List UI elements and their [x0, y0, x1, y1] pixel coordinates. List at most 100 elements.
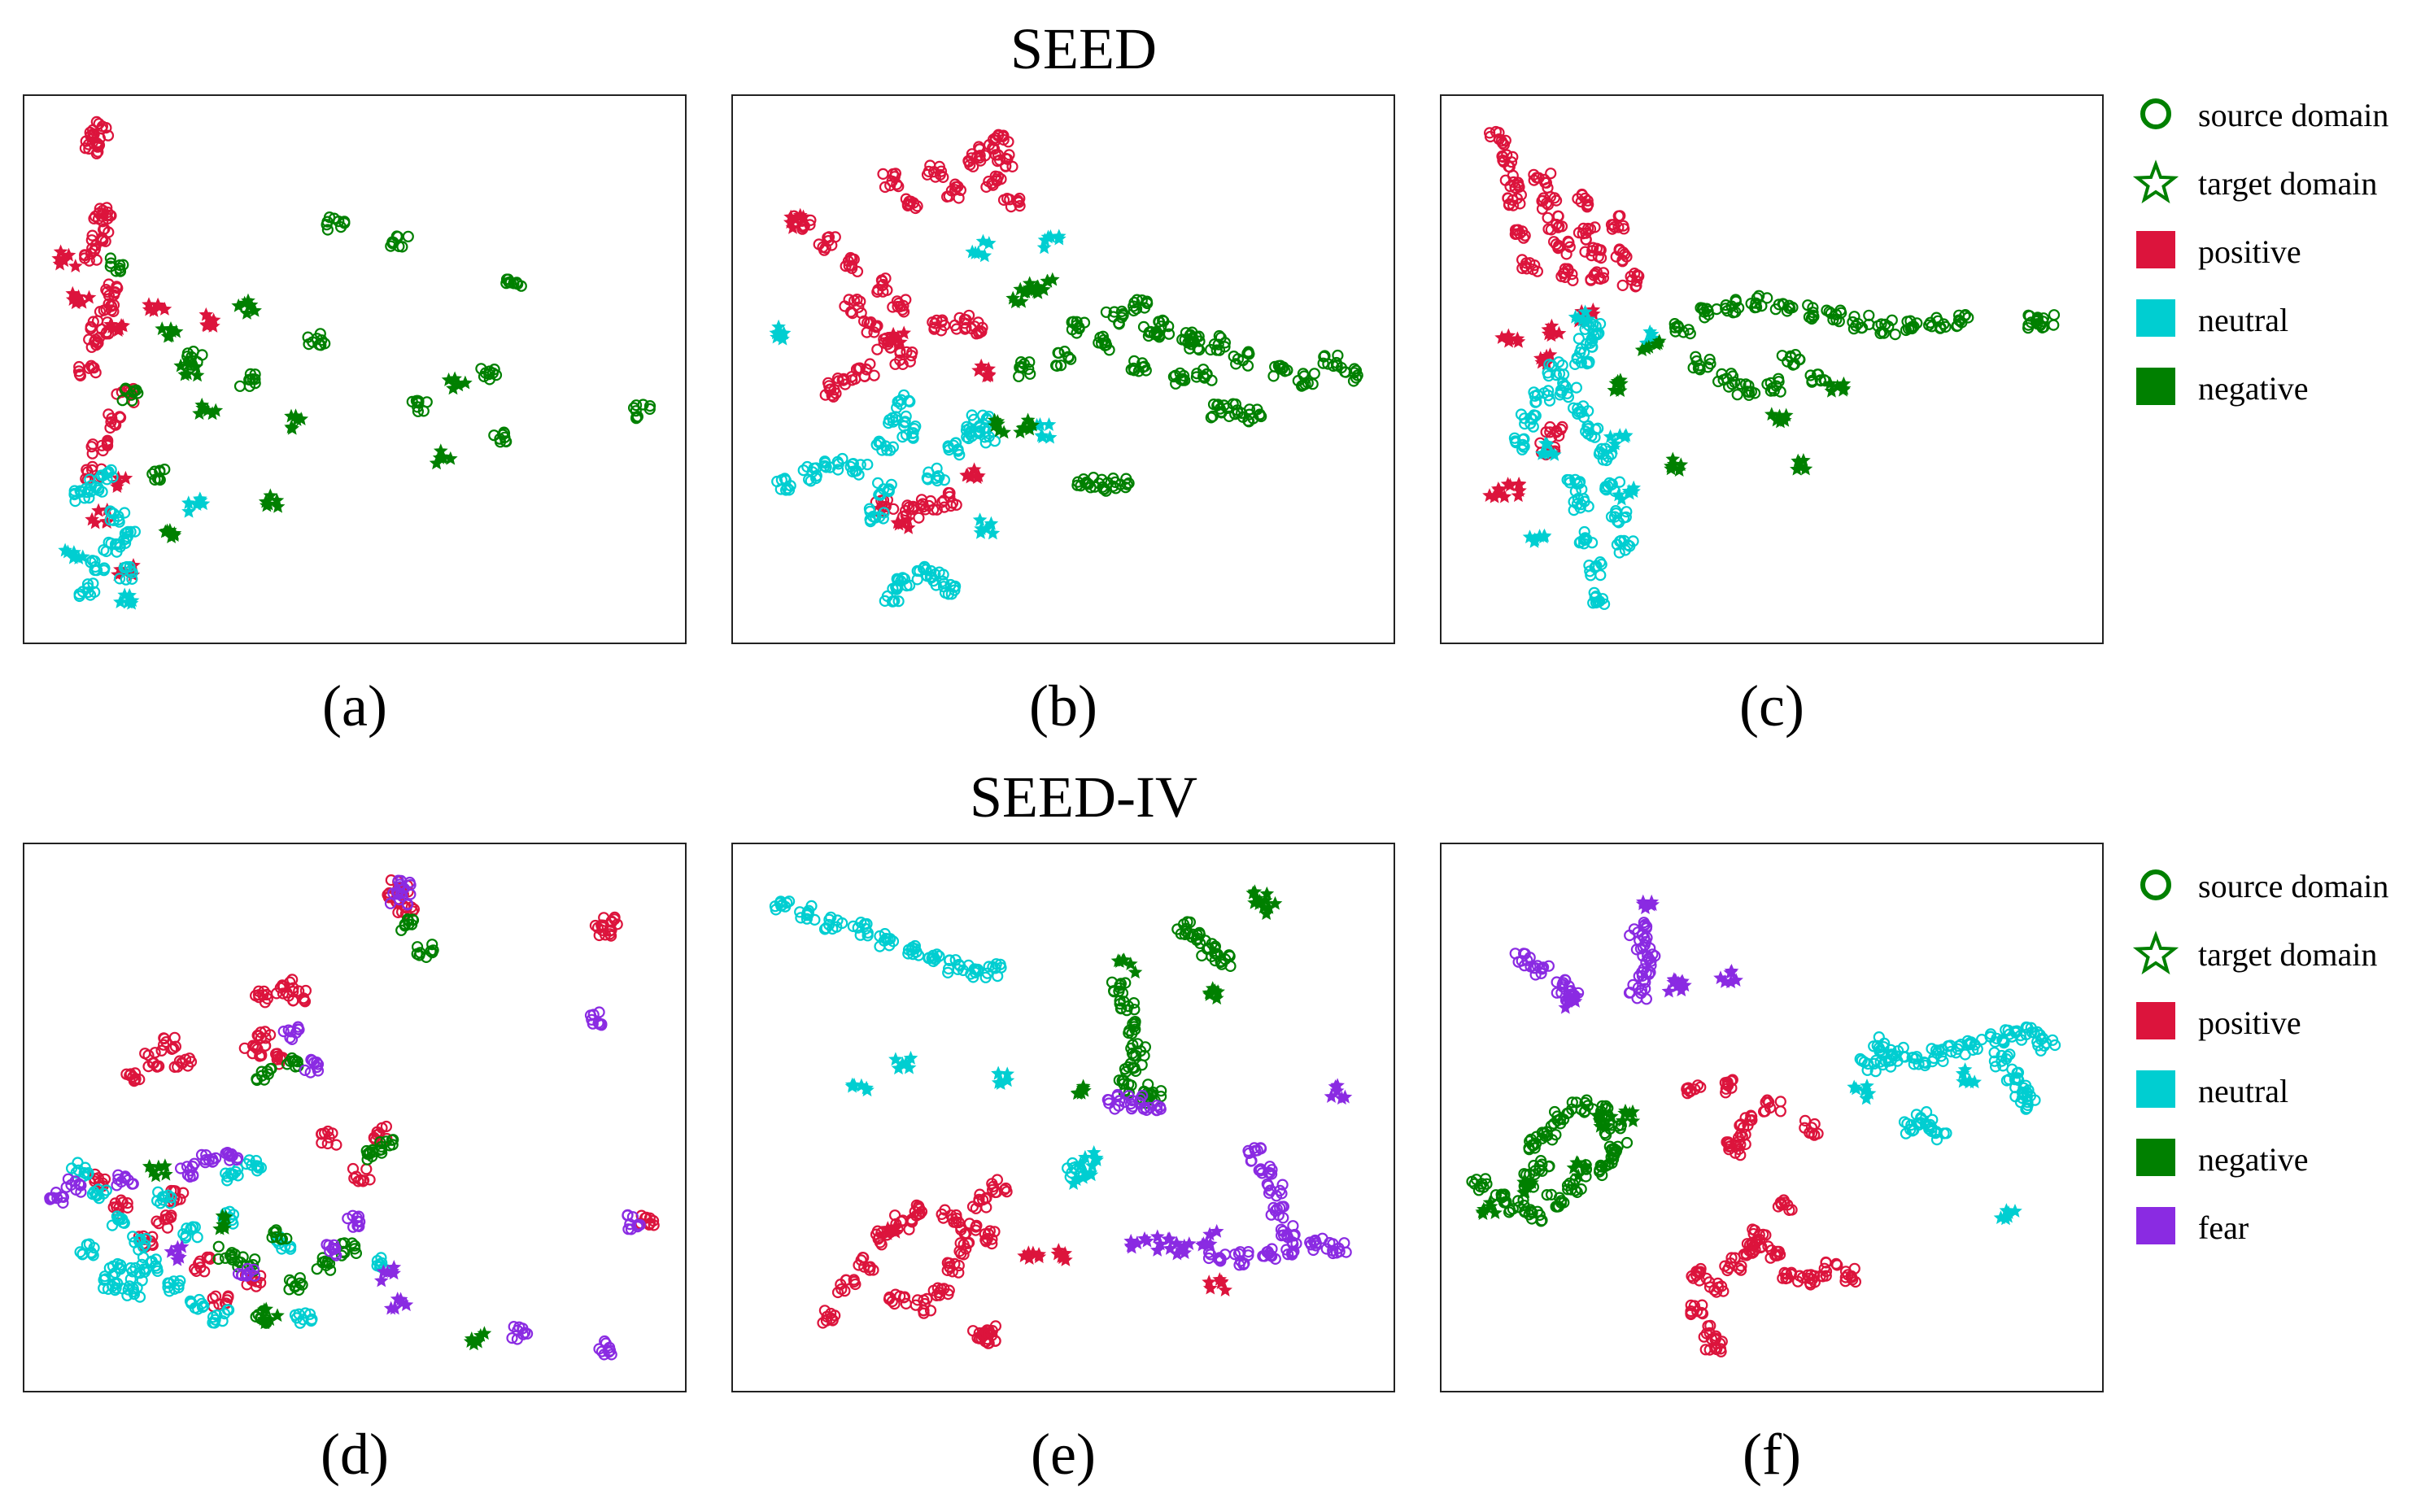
- point-negative-source: [1761, 373, 1786, 398]
- panel-label-d: (d): [321, 1422, 389, 1487]
- square-marker-icon: [2136, 231, 2175, 268]
- point-fear-source: [321, 1239, 342, 1261]
- point-fear-source: [1261, 1178, 1289, 1202]
- point-positive-source: [1681, 1079, 1707, 1100]
- point-negative-source: [1821, 304, 1847, 328]
- point-fear-source: [342, 1209, 366, 1233]
- point-negative-target: [1202, 981, 1225, 1005]
- point-negative-source: [335, 1237, 362, 1261]
- point-negative-source: [1125, 355, 1152, 377]
- legend-label: target domain: [2198, 165, 2378, 202]
- point-positive-source: [839, 294, 867, 320]
- point-neutral-source: [797, 460, 822, 487]
- point-negative-source: [1125, 1038, 1151, 1062]
- point-positive-source: [150, 1209, 177, 1234]
- point-positive-source: [953, 1216, 983, 1240]
- point-neutral-source: [1573, 330, 1600, 355]
- point-negative-source: [627, 399, 656, 425]
- point-fear-source: [232, 1262, 261, 1282]
- point-neutral-target: [1522, 528, 1552, 548]
- point-positive-source: [1536, 190, 1563, 215]
- point-neutral-source: [1528, 385, 1556, 408]
- point-positive-source: [853, 1252, 879, 1276]
- point-positive-source: [1730, 1128, 1751, 1152]
- point-negative-source: [1335, 362, 1363, 387]
- point-negative-source: [500, 273, 527, 292]
- point-negative-target: [1664, 451, 1689, 477]
- point-negative-source: [1804, 368, 1831, 388]
- point-positive-source: [997, 192, 1026, 213]
- point-negative-source: [251, 1062, 277, 1087]
- legend-item-positive: positive: [2133, 999, 2434, 1048]
- point-negative-source: [1872, 314, 1901, 341]
- point-positive-target: [890, 512, 916, 534]
- point-positive-source: [1496, 149, 1519, 173]
- point-negative-source: [1712, 368, 1741, 393]
- point-positive-source: [120, 1067, 146, 1087]
- point-neutral-source: [942, 437, 966, 461]
- point-neutral-target: [1847, 1078, 1877, 1105]
- point-negative-source: [1114, 995, 1141, 1017]
- legend-item-neutral: neutral: [2133, 1067, 2434, 1116]
- point-fear-source: [277, 1021, 305, 1045]
- point-negative-target: [173, 356, 205, 382]
- point-negative-source: [395, 913, 420, 936]
- point-positive-source: [1528, 168, 1557, 194]
- point-negative-target: [1764, 407, 1794, 429]
- point-neutral-source: [85, 555, 111, 577]
- point-fear-source: [584, 1006, 608, 1031]
- point-fear-source: [593, 1335, 617, 1361]
- point-negative-source: [1776, 349, 1806, 371]
- point-neutral-source: [74, 1238, 100, 1261]
- point-positive-source: [1734, 1109, 1758, 1134]
- scatter-panel-b: [731, 94, 1395, 644]
- point-positive-target: [1050, 1243, 1073, 1266]
- point-negative-source: [1150, 314, 1176, 340]
- point-fear-source: [1509, 948, 1537, 973]
- point-negative-source: [1695, 302, 1723, 324]
- point-neutral-source: [1580, 420, 1604, 443]
- point-positive-source: [368, 1120, 393, 1146]
- point-positive-target: [783, 207, 811, 234]
- point-positive-source: [887, 294, 912, 318]
- scatter-panel-c: [1440, 94, 2104, 644]
- point-positive-source: [1772, 1194, 1798, 1216]
- point-negative-target: [987, 412, 1011, 439]
- point-positive-source: [992, 149, 1019, 173]
- point-neutral-source: [1599, 476, 1626, 497]
- point-fear-source: [1265, 1200, 1290, 1224]
- point-positive-source: [1572, 188, 1594, 213]
- point-neutral-source: [2000, 1063, 2025, 1087]
- point-neutral-source: [1611, 534, 1639, 559]
- point-positive-source: [1605, 210, 1630, 235]
- point-neutral-source: [2014, 1088, 2041, 1115]
- point-neutral-source: [1854, 1052, 1882, 1078]
- point-fear-target: [1324, 1078, 1353, 1105]
- point-neutral-target: [1036, 229, 1067, 255]
- point-neutral-source: [1988, 1047, 2016, 1073]
- legend-label: negative: [2198, 370, 2309, 407]
- circle-marker-icon: [2140, 869, 2171, 900]
- point-negative-target: [1252, 893, 1283, 921]
- square-marker-icon: [2136, 1207, 2175, 1244]
- point-positive-target: [880, 1219, 903, 1240]
- point-positive-source: [1516, 254, 1544, 277]
- point-positive-source: [1762, 1240, 1786, 1264]
- scatter-plot-svg: [51, 115, 656, 610]
- point-positive-source: [871, 272, 893, 298]
- point-fear-source: [1228, 1246, 1254, 1271]
- star-marker-icon: [2133, 159, 2179, 204]
- point-negative-source: [1013, 356, 1036, 382]
- point-positive-target: [142, 297, 172, 317]
- point-positive-target: [103, 316, 131, 338]
- point-fear-source: [60, 1173, 87, 1198]
- point-positive-source: [1616, 268, 1645, 293]
- point-positive-source: [347, 1162, 376, 1187]
- point-neutral-source: [896, 420, 922, 444]
- point-neutral-source: [1605, 505, 1633, 529]
- scatter-panel-f: [1440, 843, 2104, 1392]
- point-neutral-source: [184, 1293, 210, 1315]
- point-positive-target: [198, 307, 221, 333]
- point-neutral-source: [98, 1257, 127, 1283]
- point-positive-source: [189, 1251, 216, 1278]
